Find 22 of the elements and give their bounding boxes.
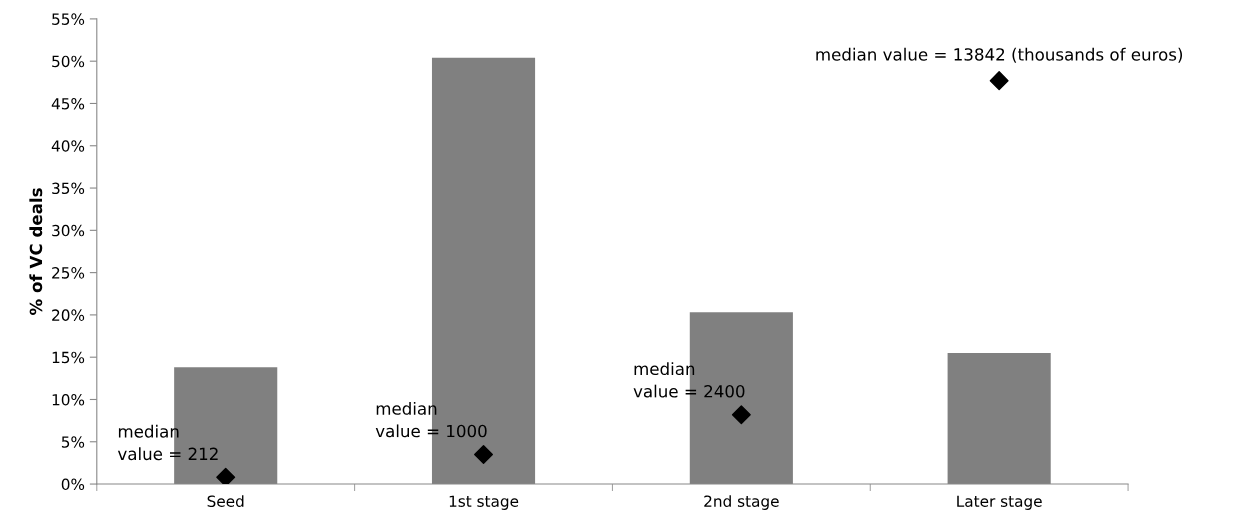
- y-tick-label: 35%: [52, 182, 85, 195]
- point: [474, 444, 494, 464]
- point: [731, 405, 751, 425]
- point: [216, 467, 236, 485]
- y-tick-label: 55%: [52, 13, 85, 25]
- x-tick-label: 2nd stage: [704, 495, 779, 510]
- x-tick-label: 1st stage: [449, 495, 519, 510]
- y-tick-label: 50%: [52, 55, 85, 68]
- y-tick-label: 40%: [51, 140, 85, 152]
- x-tick-label: Later stage: [957, 495, 1042, 510]
- x-tick-label: Seed: [207, 495, 244, 507]
- y-tick-label: 0%: [61, 478, 85, 491]
- y-tick-label: 10%: [52, 393, 85, 406]
- annotation: median value = 13842 (thousands of euros): [816, 47, 1183, 63]
- y-tick-label: 5%: [61, 436, 85, 448]
- y-tick-label: 30%: [52, 224, 85, 237]
- y-tick-label: 15%: [52, 351, 85, 364]
- y-tick-label: 20%: [52, 309, 85, 321]
- point: [989, 71, 1009, 91]
- y-axis-title: % of VC deals: [29, 188, 43, 315]
- y-tick-label: 25%: [52, 267, 85, 279]
- y-tick-label: 45%: [51, 97, 85, 110]
